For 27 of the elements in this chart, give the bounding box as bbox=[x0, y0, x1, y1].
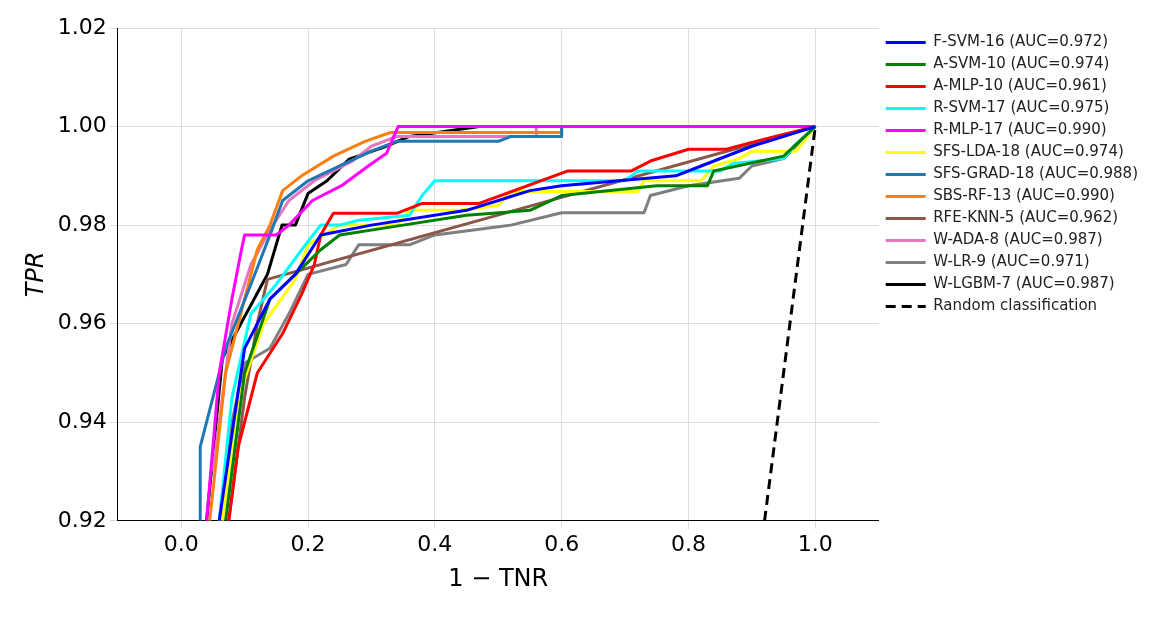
legend-label: RFE-KNN-5 (AUC=0.962) bbox=[933, 208, 1119, 227]
x-tick-label: 0.0 bbox=[163, 530, 199, 556]
legend-label: SFS-GRAD-18 (AUC=0.988) bbox=[933, 164, 1139, 183]
x-tick-label: 0.6 bbox=[544, 530, 580, 556]
legend-label: A-SVM-10 (AUC=0.974) bbox=[933, 54, 1110, 73]
legend-label: W-LR-9 (AUC=0.971) bbox=[933, 252, 1090, 271]
x-tick-label: 0.4 bbox=[417, 530, 453, 556]
y-axis-title: TPR bbox=[20, 251, 49, 298]
y-tick-label: 1.00 bbox=[57, 112, 107, 138]
y-tick-label: 1.02 bbox=[57, 13, 107, 39]
legend-label: Random classification bbox=[933, 296, 1098, 315]
legend-label: SBS-RF-13 (AUC=0.990) bbox=[933, 186, 1115, 205]
legend-label: W-ADA-8 (AUC=0.987) bbox=[933, 230, 1103, 249]
x-tick-label: 0.8 bbox=[670, 530, 706, 556]
legend-label: W-LGBM-7 (AUC=0.987) bbox=[933, 274, 1115, 293]
legend-label: F-SVM-16 (AUC=0.972) bbox=[933, 32, 1109, 51]
legend-label: R-SVM-17 (AUC=0.975) bbox=[933, 98, 1110, 117]
x-axis-title: 1 − TNR bbox=[448, 563, 549, 592]
y-tick-label: 0.96 bbox=[57, 309, 107, 335]
legend-label: SFS-LDA-18 (AUC=0.974) bbox=[933, 142, 1124, 161]
x-tick-label: 0.2 bbox=[290, 530, 326, 556]
legend-label: R-MLP-17 (AUC=0.990) bbox=[933, 120, 1107, 139]
y-tick-label: 0.92 bbox=[57, 506, 107, 532]
legend-label: A-MLP-10 (AUC=0.961) bbox=[933, 76, 1107, 95]
y-tick-label: 0.94 bbox=[57, 407, 107, 433]
y-tick-label: 0.98 bbox=[57, 210, 107, 236]
x-tick-label: 1.0 bbox=[797, 530, 833, 556]
